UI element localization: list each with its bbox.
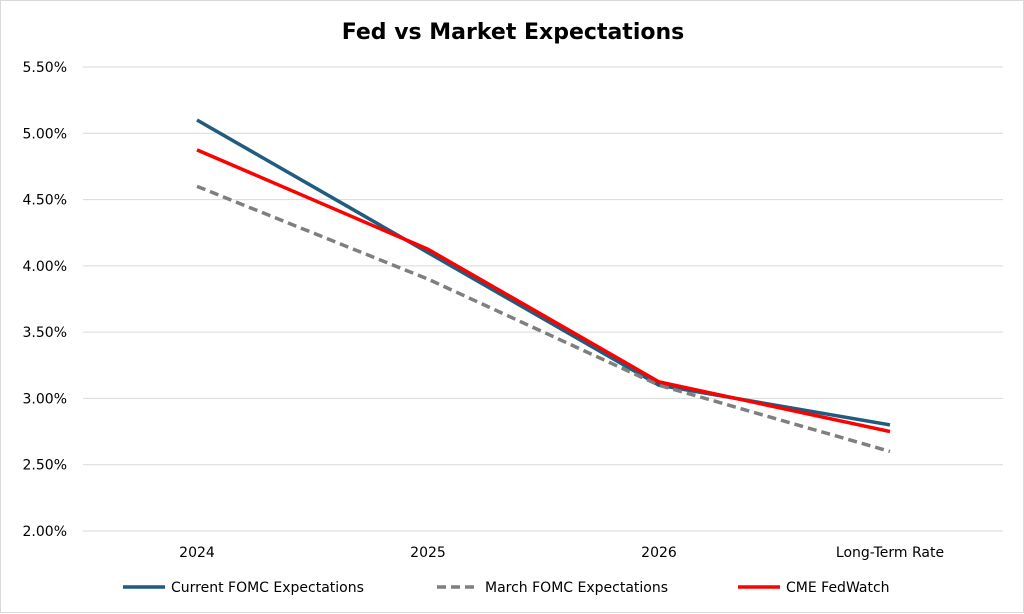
y-tick-label: 4.50% [23,193,67,209]
series-line-2 [196,184,891,454]
y-axis: 2.00% 2.50% 3.00% 3.50% 4.00% 4.50% 5.00% 5.50% [23,60,67,540]
y-tick-label: 5.50% [23,60,67,76]
x-axis: 2024 2025 2026 Long-Term Rate [179,545,944,561]
series-line-3 [196,148,891,434]
grid-layer [83,66,1003,532]
y-tick-label: 3.00% [23,391,67,407]
legend-label: CME FedWatch [786,580,890,596]
legend-label: Current FOMC Expectations [171,580,364,596]
x-tick-label: 2025 [410,545,446,561]
series-line-1 [196,118,891,427]
chart-title: Fed vs Market Expectations [342,20,685,45]
y-tick-label: 2.00% [23,524,67,540]
legend: Current FOMC Expectations March FOMC Expe… [123,580,890,596]
y-tick-label: 3.50% [23,325,67,341]
x-tick-label: Long-Term Rate [836,545,944,561]
x-tick-label: 2024 [179,545,215,561]
y-tick-label: 4.00% [23,259,67,275]
x-tick-label: 2026 [641,545,677,561]
y-tick-label: 5.00% [23,126,67,142]
y-tick-label: 2.50% [23,458,67,474]
legend-label: March FOMC Expectations [485,580,668,596]
series-layer [196,118,891,454]
